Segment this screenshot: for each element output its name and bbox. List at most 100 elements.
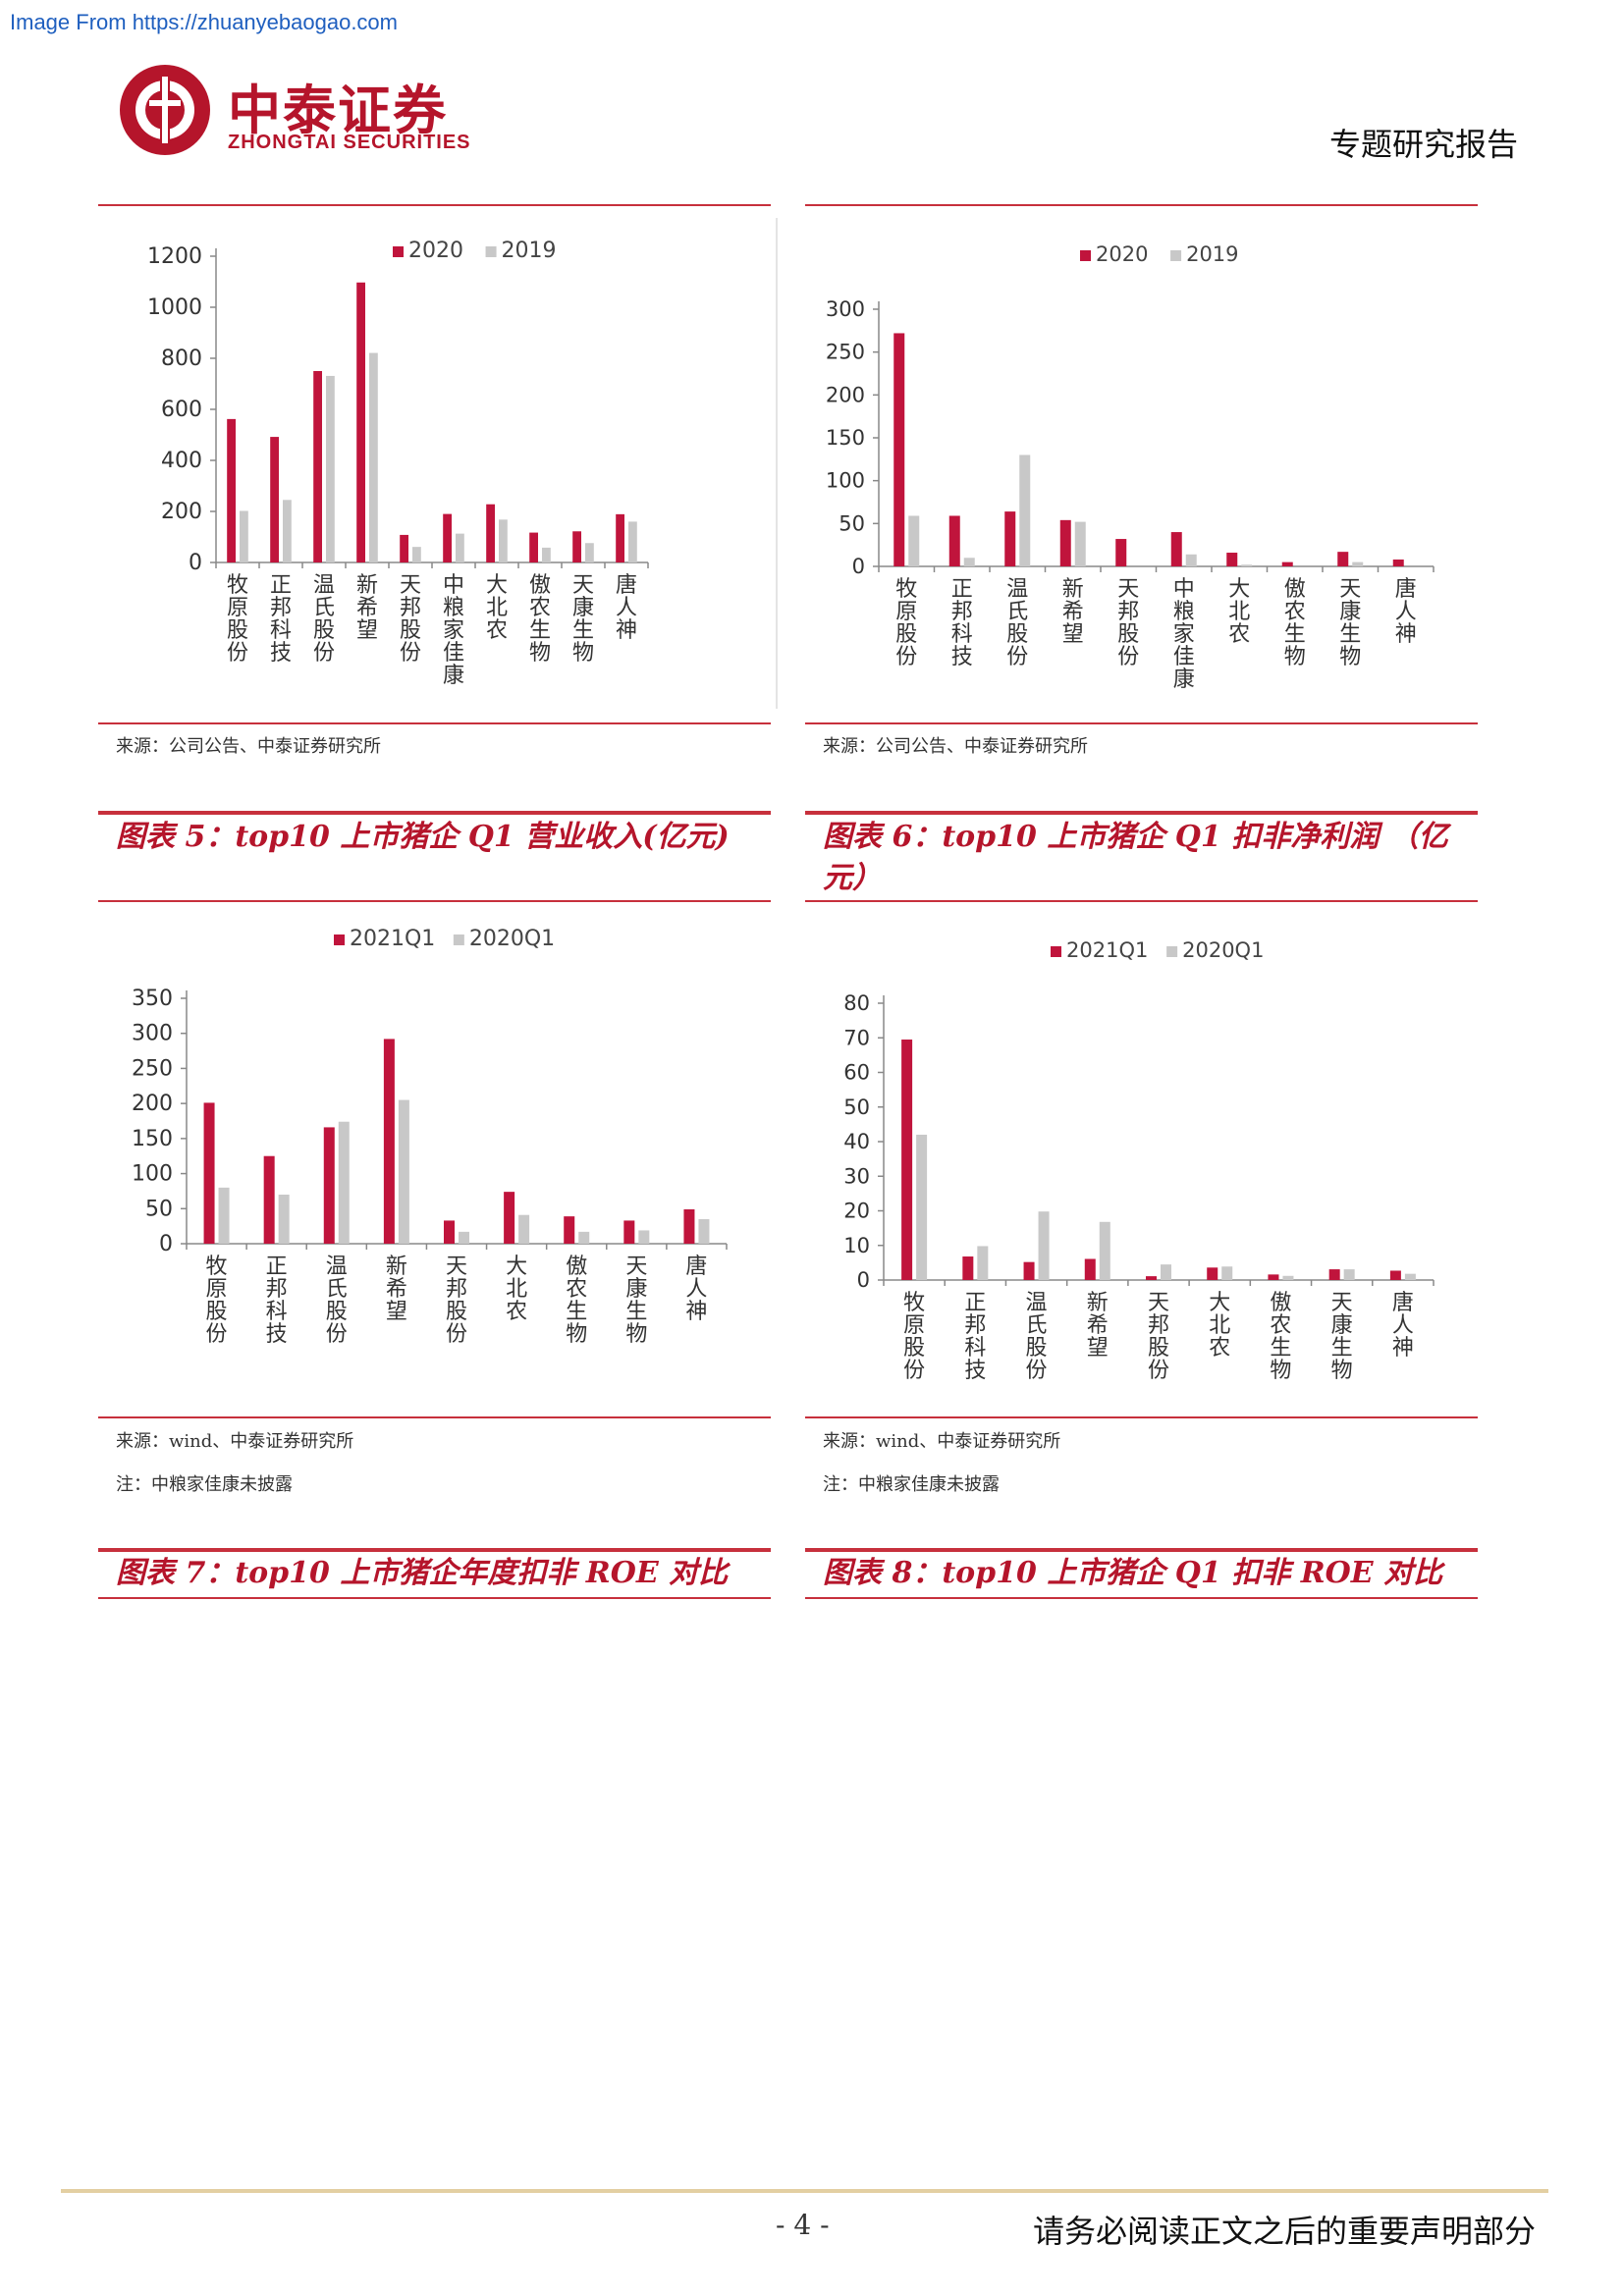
bar-2021Q1: [1146, 1276, 1157, 1280]
x-category-char: 新: [1062, 577, 1084, 602]
x-category-char: 科: [266, 1300, 288, 1324]
y-tick-label: 0: [189, 551, 202, 575]
x-category-char: 人: [1395, 600, 1417, 624]
x-category-char: 望: [1062, 622, 1084, 647]
x-category-char: 份: [1006, 645, 1028, 669]
legend-swatch: [1080, 250, 1091, 261]
bar-2020Q1: [578, 1231, 590, 1244]
figure-bottom-rule: [98, 722, 771, 724]
y-tick-label: 70: [843, 1026, 870, 1049]
y-tick-label: 60: [843, 1061, 870, 1085]
bar-2020: [313, 371, 322, 562]
y-tick-label: 80: [843, 991, 870, 1015]
bar-2021Q1: [901, 1040, 913, 1280]
x-category-char: 农: [486, 618, 508, 643]
bar-2019: [628, 521, 637, 562]
figure-title-rule: [98, 811, 771, 815]
bar-2019: [326, 375, 335, 562]
bar-2019: [963, 558, 975, 566]
y-tick-label: 1200: [147, 244, 202, 269]
bar-2020: [1170, 532, 1182, 566]
bar-2020Q1: [1404, 1273, 1416, 1280]
legend-swatch: [1170, 250, 1182, 261]
figure-source: 来源：公司公告、中泰证券研究所: [116, 736, 381, 757]
bar-2020: [893, 333, 905, 566]
x-category-char: 希: [1087, 1313, 1109, 1338]
x-category-char: 原: [895, 600, 917, 624]
x-category-char: 牧: [227, 573, 248, 598]
x-category-char: 份: [895, 645, 917, 669]
x-category-char: 股: [446, 1300, 467, 1324]
x-category-char: 神: [616, 618, 637, 643]
y-tick-label: 200: [132, 1092, 173, 1116]
x-category-char: 邦: [446, 1277, 467, 1302]
x-category-char: 康: [625, 1277, 647, 1302]
x-category-char: 农: [1209, 1336, 1230, 1361]
figure-top-rule: [805, 204, 1478, 206]
bar-2019: [1019, 454, 1031, 566]
x-category-char: 生: [1339, 622, 1361, 647]
y-tick-label: 100: [826, 469, 865, 493]
x-category-char: 邦: [1117, 600, 1139, 624]
bar-2021Q1: [1389, 1270, 1401, 1280]
bar-2020: [572, 531, 581, 562]
x-category-char: 邦: [951, 600, 973, 624]
x-category-char: 份: [1148, 1359, 1169, 1383]
x-category-char: 正: [266, 1255, 288, 1279]
figure-top-rule: [98, 1597, 771, 1599]
x-category-char: 农: [1284, 600, 1306, 624]
x-category-char: 氏: [313, 596, 335, 620]
x-category-char: 希: [356, 596, 378, 620]
x-category-char: 人: [1392, 1313, 1414, 1338]
x-category-label: 新希望: [1087, 1291, 1109, 1361]
bar-2020Q1: [218, 1187, 230, 1244]
bar-2020: [1392, 560, 1404, 566]
y-tick-label: 0: [159, 1232, 173, 1256]
bar-2020: [1226, 553, 1238, 566]
y-tick-label: 300: [826, 297, 865, 321]
logo-english-name: ZHONGTAI SECURITIES: [228, 132, 471, 153]
x-category-char: 物: [625, 1322, 647, 1347]
x-category-char: 农: [566, 1277, 587, 1302]
y-tick-label: 50: [839, 511, 865, 535]
y-tick-label: 150: [826, 426, 865, 450]
x-category-char: 邦: [270, 596, 292, 620]
x-category-char: 康: [1331, 1313, 1353, 1338]
bar-2021Q1: [683, 1209, 695, 1244]
figure-8-title: 图表 8：top10 上市猪企 Q1 扣非 ROE 对比: [823, 1556, 1443, 1590]
x-category-char: 人: [616, 596, 637, 620]
x-category-char: 傲: [529, 573, 551, 598]
bar-2020Q1: [1161, 1264, 1171, 1280]
x-category-char: 农: [1228, 622, 1250, 647]
x-category-char: 中: [1173, 577, 1195, 602]
x-category-label: 中粮家佳康: [443, 573, 464, 688]
report-type-label: 专题研究报告: [1328, 126, 1518, 163]
x-category-char: 物: [566, 1322, 587, 1347]
y-tick-label: 200: [826, 383, 865, 406]
y-tick-label: 250: [826, 341, 865, 364]
bar-2020Q1: [1099, 1221, 1110, 1280]
x-category-char: 新: [356, 573, 378, 598]
y-tick-label: 40: [843, 1130, 870, 1153]
x-category-char: 股: [227, 618, 248, 643]
figure-7-title: 图表 7：top10 上市猪企年度扣非 ROE 对比: [116, 1556, 729, 1590]
y-tick-label: 100: [132, 1162, 173, 1187]
x-category-char: 份: [206, 1322, 228, 1347]
bar-2021Q1: [1084, 1258, 1096, 1280]
bar-2020: [1281, 561, 1293, 566]
watermark-text: Image From https://zhuanyebaogao.com: [10, 10, 398, 34]
bar-2020: [486, 504, 495, 562]
figure-top-rule: [805, 1597, 1478, 1599]
figure-note: 注：中粮家佳康未披露: [823, 1474, 1000, 1495]
x-category-char: 温: [326, 1255, 348, 1279]
bar-2020: [443, 513, 452, 562]
x-category-char: 生: [566, 1300, 587, 1324]
